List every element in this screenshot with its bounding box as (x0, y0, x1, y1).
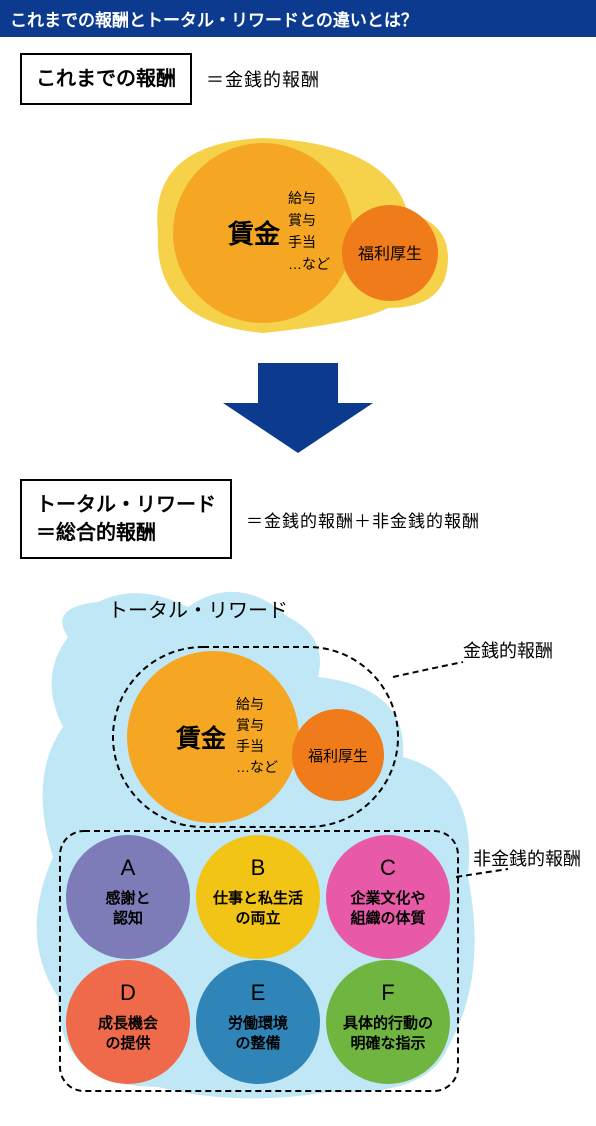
page-title: これまでの報酬とトータル・リワードとの違いとは？ (0, 0, 596, 37)
cloud-wage-label: 賃金 (175, 724, 227, 753)
item-line2-f: 明確な指示 (350, 1034, 425, 1052)
wage-sub1: 給与 (288, 190, 316, 206)
total-reward-diagram: トータル・リワード 金銭的報酬 賃金 給与 賞与 手当 …など 福利厚生 非金銭… (8, 577, 588, 1117)
item-line1-f: 具体的行動の (343, 1014, 433, 1032)
monetary-label: 金銭的報酬 (463, 641, 553, 661)
item-line1-e: 労働環境 (228, 1014, 288, 1032)
total-reward-line1: トータル・リワード (36, 494, 216, 516)
item-line2-c: 組織の体質 (350, 909, 425, 927)
traditional-box-title: これまでの報酬 (20, 53, 192, 105)
item-letter-a: A (121, 855, 136, 880)
item-line1-b: 仕事と私生活 (212, 889, 303, 907)
item-line2-e: の整備 (235, 1034, 280, 1052)
traditional-equation: ＝金銭的報酬 (206, 66, 320, 92)
item-line2-b: の両立 (235, 909, 280, 927)
section-total-reward: トータル・リワード ＝総合的報酬 ＝金銭的報酬＋非金銭的報酬 (0, 463, 596, 559)
item-line2-a: 認知 (113, 909, 143, 927)
total-reward-line2: ＝総合的報酬 (36, 522, 156, 544)
cloud-wage-sub2: 賞与 (236, 717, 264, 733)
total-reward-box: トータル・リワード ＝総合的報酬 (20, 479, 232, 559)
cloud-benefit-label: 福利厚生 (308, 748, 368, 765)
item-line1-d: 成長機会 (98, 1014, 158, 1032)
benefit-label: 福利厚生 (358, 245, 422, 263)
wage-label: 賃金 (227, 219, 281, 249)
section-traditional: これまでの報酬 ＝金銭的報酬 賃金 給与 賞与 手当 …など 福利厚生 (0, 37, 596, 353)
wage-sub4: …など (288, 256, 330, 272)
cloud-wage-sub3: 手当 (236, 738, 264, 754)
cloud-title: トータル・リワード (108, 599, 288, 622)
nonmonetary-label: 非金銭的報酬 (473, 849, 581, 869)
wage-sub2: 賞与 (288, 212, 316, 228)
traditional-diagram: 賃金 給与 賞与 手当 …など 福利厚生 (88, 123, 508, 353)
item-letter-c: C (380, 855, 396, 880)
total-reward-equation: ＝金銭的報酬＋非金銭的報酬 (246, 507, 480, 532)
wage-sub3: 手当 (288, 234, 316, 250)
arrow-icon (218, 353, 378, 463)
item-line2-d: の提供 (105, 1034, 150, 1052)
item-letter-d: D (120, 980, 136, 1005)
item-line1-a: 感謝と (105, 889, 150, 907)
monetary-leader (393, 662, 463, 677)
item-letter-f: F (381, 980, 394, 1005)
cloud-wage-sub1: 給与 (236, 696, 264, 712)
item-line1-c: 企業文化や (349, 889, 425, 907)
cloud-wage-sub4: …など (236, 759, 278, 775)
item-letter-e: E (251, 980, 266, 1005)
item-letter-b: B (251, 855, 266, 880)
